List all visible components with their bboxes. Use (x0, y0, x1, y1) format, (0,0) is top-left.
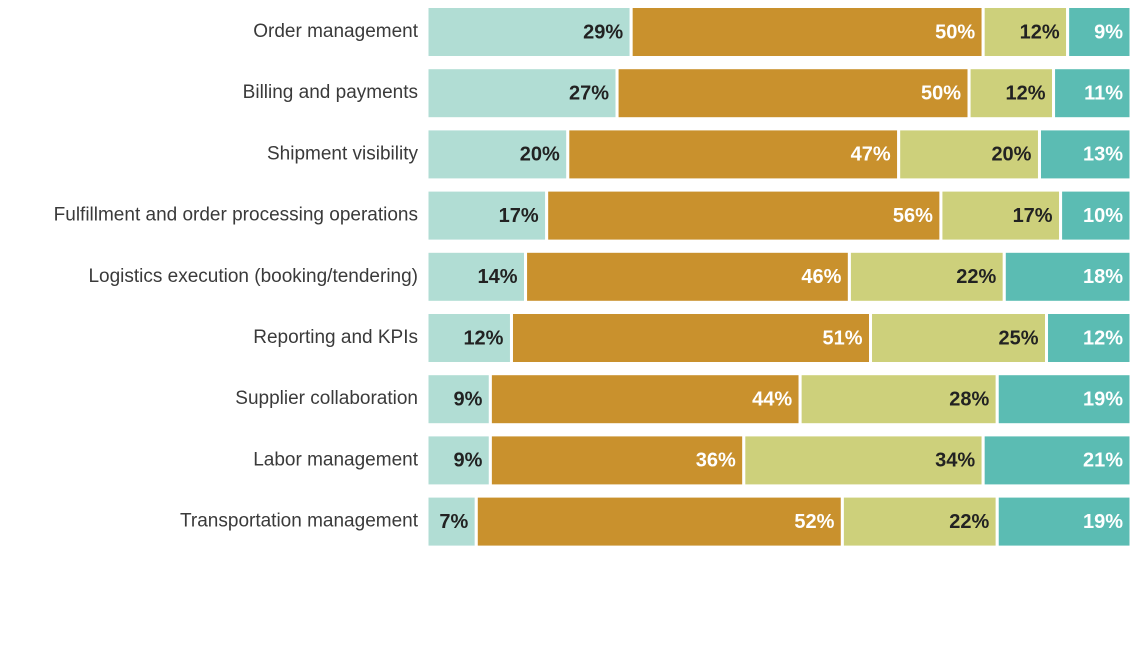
value-label: 27% (569, 82, 609, 104)
bar-segment (425, 249, 528, 304)
value-label: 9% (453, 388, 482, 410)
bar-segment (939, 188, 1063, 243)
bar-segment (488, 433, 746, 488)
value-label: 12% (1006, 82, 1046, 104)
bar-segment (1052, 66, 1131, 121)
bar-segment (425, 311, 513, 365)
value-label: 44% (752, 388, 792, 410)
category-label: Billing and payments (243, 82, 418, 103)
value-label: 46% (801, 266, 841, 288)
bar-segment (869, 311, 1049, 365)
value-label: 29% (583, 21, 623, 43)
bar-segment (425, 372, 492, 427)
value-label: 17% (499, 205, 539, 227)
value-label: 21% (1083, 450, 1123, 472)
category-label: Logistics execution (booking/tendering) (88, 266, 418, 287)
bar-segment (847, 249, 1006, 304)
category-label: Labor management (253, 449, 418, 470)
value-label: 50% (935, 21, 975, 43)
bar-segment (1002, 249, 1131, 304)
value-label: 36% (696, 450, 736, 472)
category-label: Reporting and KPIs (253, 327, 418, 348)
category-label: Supplier collaboration (235, 388, 418, 409)
bar-segment (629, 5, 985, 59)
value-label: 11% (1084, 82, 1123, 104)
value-label: 50% (921, 82, 961, 104)
bar-segment (995, 372, 1131, 427)
bar-segment (425, 5, 633, 59)
value-label: 14% (478, 266, 518, 288)
bar-segment (545, 188, 943, 243)
value-label: 17% (1013, 205, 1053, 227)
bar-segment (1037, 127, 1131, 182)
value-label: 52% (794, 511, 834, 533)
category-label: Transportation management (180, 511, 419, 532)
value-label: 13% (1083, 144, 1123, 166)
category-label: Order management (253, 21, 418, 42)
value-label: 12% (1083, 327, 1123, 349)
bar-segment (425, 66, 619, 121)
value-label: 28% (949, 388, 989, 410)
bar-segment (981, 5, 1070, 59)
value-label: 22% (949, 511, 989, 533)
value-label: 34% (935, 450, 975, 472)
bar-segment (995, 494, 1131, 549)
value-label: 51% (822, 327, 862, 349)
value-label: 9% (1094, 21, 1123, 43)
value-label: 56% (893, 205, 933, 227)
bar-segment (1045, 311, 1131, 365)
bar-segment (425, 433, 492, 488)
category-label: Fulfillment and order processing operati… (54, 205, 418, 226)
value-label: 10% (1083, 205, 1123, 227)
value-label: 47% (851, 144, 891, 166)
value-label: 18% (1083, 266, 1123, 288)
category-label: Shipment visibility (267, 143, 418, 164)
value-label: 20% (991, 144, 1031, 166)
value-label: 9% (453, 450, 482, 472)
value-label: 12% (463, 327, 503, 349)
bar-segment (967, 66, 1056, 121)
bar-segment (566, 127, 901, 182)
value-label: 7% (439, 511, 468, 533)
bar-segment (742, 433, 985, 488)
bar-segment (524, 249, 851, 304)
bar-segment (981, 433, 1131, 488)
value-label: 12% (1020, 21, 1060, 43)
value-label: 25% (998, 327, 1038, 349)
bar-segment (1066, 5, 1131, 59)
bar-segment (509, 311, 873, 365)
value-label: 19% (1083, 511, 1123, 533)
bar-segment (897, 127, 1041, 182)
bar-segment (474, 494, 844, 549)
bar-segment (425, 188, 549, 243)
value-label: 19% (1083, 388, 1123, 410)
bar-segment (615, 66, 971, 121)
bar-segment (798, 372, 999, 427)
value-label: 22% (956, 266, 996, 288)
value-label: 20% (520, 144, 560, 166)
